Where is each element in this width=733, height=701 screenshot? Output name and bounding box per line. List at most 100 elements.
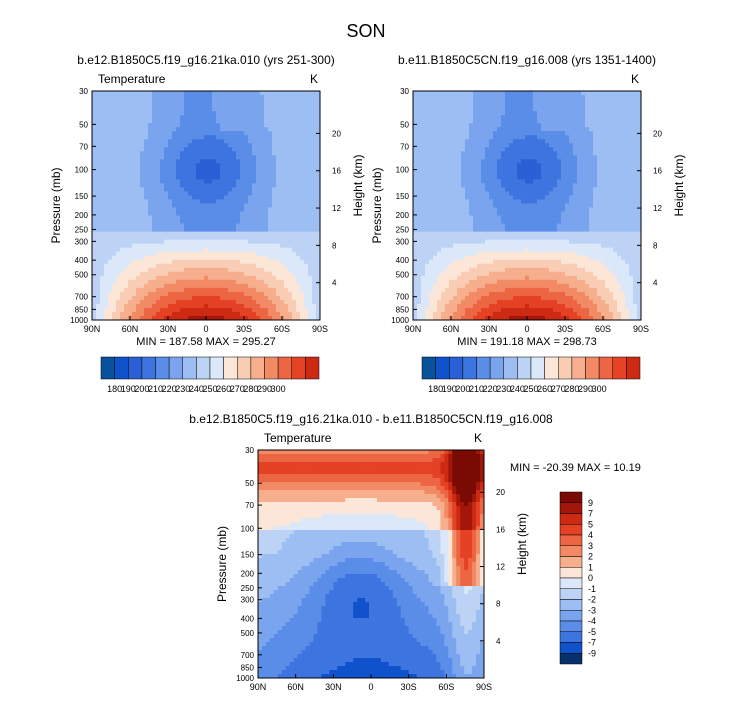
field-cell bbox=[417, 231, 422, 237]
field-cell bbox=[212, 231, 217, 237]
field-cell bbox=[437, 299, 442, 305]
field-cell bbox=[144, 231, 149, 237]
field-cell bbox=[445, 267, 450, 273]
field-cell bbox=[96, 191, 101, 196]
field-cell bbox=[421, 195, 426, 200]
field-cell bbox=[144, 291, 149, 297]
field-cell bbox=[505, 119, 510, 124]
field-cell bbox=[304, 191, 309, 196]
field-cell bbox=[485, 187, 490, 192]
colorbar-swatch bbox=[223, 356, 238, 380]
field-cell bbox=[252, 291, 257, 297]
field-cell bbox=[268, 163, 273, 168]
field-cell bbox=[433, 295, 438, 301]
field-cell bbox=[308, 223, 313, 228]
field-cell bbox=[260, 191, 265, 196]
field-cell bbox=[441, 307, 446, 313]
field-cell bbox=[453, 167, 458, 172]
field-cell bbox=[252, 223, 257, 228]
field-cell bbox=[132, 215, 137, 220]
field-cell bbox=[148, 151, 153, 156]
field-cell bbox=[148, 291, 153, 297]
field-cell bbox=[300, 227, 305, 233]
field-cell bbox=[192, 299, 197, 305]
field-cell bbox=[312, 151, 317, 156]
field-cell bbox=[304, 175, 309, 180]
field-cell bbox=[421, 251, 426, 257]
field-cell bbox=[441, 119, 446, 124]
field-cell bbox=[525, 155, 530, 160]
field-cell bbox=[461, 111, 466, 116]
field-cell bbox=[308, 127, 313, 132]
field-cell bbox=[485, 195, 490, 200]
field-cell bbox=[437, 191, 442, 196]
field-cell bbox=[224, 227, 229, 233]
field-cell bbox=[465, 103, 470, 108]
field-cell bbox=[296, 219, 301, 224]
field-cell bbox=[477, 131, 482, 136]
field-cell bbox=[252, 219, 257, 224]
field-cell bbox=[421, 243, 426, 249]
field-cell bbox=[168, 195, 173, 200]
field-cell bbox=[433, 163, 438, 168]
field-cell bbox=[461, 187, 466, 192]
field-cell bbox=[272, 91, 277, 96]
field-cell bbox=[521, 123, 526, 128]
field-cell bbox=[521, 303, 526, 309]
field-cell bbox=[485, 295, 490, 301]
field-cell bbox=[473, 159, 478, 164]
field-cell bbox=[172, 287, 177, 293]
field-cell bbox=[300, 103, 305, 108]
field-cell bbox=[172, 263, 177, 269]
field-cell bbox=[268, 259, 273, 265]
field-cell bbox=[513, 219, 518, 224]
field-cell bbox=[116, 255, 121, 261]
field-cell bbox=[180, 291, 185, 297]
field-cell bbox=[168, 155, 173, 160]
field-cell bbox=[144, 139, 149, 144]
field-cell bbox=[284, 251, 289, 257]
field-cell bbox=[240, 107, 245, 112]
field-cell bbox=[433, 95, 438, 100]
field-cell bbox=[445, 151, 450, 156]
field-cell bbox=[208, 275, 213, 281]
field-cell bbox=[433, 243, 438, 249]
field-cell bbox=[252, 315, 257, 321]
field-cell bbox=[429, 295, 434, 301]
field-cell bbox=[272, 119, 277, 124]
field-cell bbox=[204, 251, 209, 257]
field-cell bbox=[112, 267, 117, 273]
field-cell bbox=[288, 255, 293, 261]
field-cell bbox=[200, 99, 205, 104]
field-cell bbox=[493, 275, 498, 281]
field-cell bbox=[256, 283, 261, 289]
field-cell bbox=[228, 159, 233, 164]
field-cell bbox=[140, 219, 145, 224]
field-cell bbox=[501, 99, 506, 104]
field-cell bbox=[501, 151, 506, 156]
field-cell bbox=[284, 91, 289, 96]
field-cell bbox=[196, 91, 201, 96]
field-cell bbox=[465, 255, 470, 261]
field-cell bbox=[292, 163, 297, 168]
field-cell bbox=[469, 275, 474, 281]
field-cell bbox=[180, 199, 185, 204]
field-cell bbox=[136, 311, 141, 317]
field-cell bbox=[421, 267, 426, 273]
field-cell bbox=[280, 131, 285, 136]
field-cell bbox=[312, 183, 317, 188]
field-cell bbox=[425, 307, 430, 313]
field-cell bbox=[124, 203, 129, 208]
field-cell bbox=[465, 299, 470, 305]
field-cell bbox=[144, 259, 149, 265]
field-cell bbox=[228, 179, 233, 184]
field-cell bbox=[429, 247, 434, 253]
field-cell bbox=[116, 215, 121, 220]
field-cell bbox=[517, 147, 522, 152]
field-cell bbox=[252, 155, 257, 160]
field-cell bbox=[300, 263, 305, 269]
field-cell bbox=[208, 279, 213, 285]
field-cell bbox=[200, 283, 205, 289]
field-cell bbox=[120, 151, 125, 156]
field-cell bbox=[449, 251, 454, 257]
